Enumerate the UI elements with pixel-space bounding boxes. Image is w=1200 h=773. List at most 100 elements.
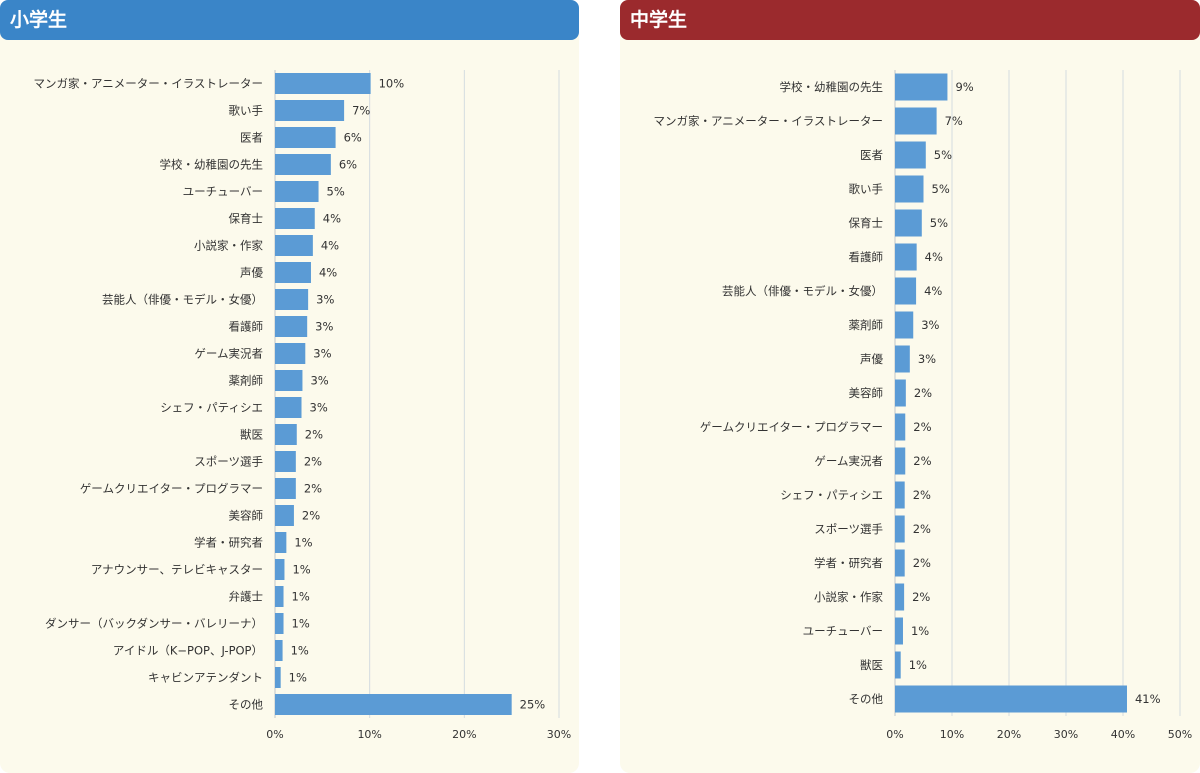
bar [895,73,948,101]
bar [895,209,922,237]
value-label: 3% [316,293,334,307]
bar [275,181,319,202]
category-label: ユーチューバー [803,624,883,638]
category-label: キャビンアテンダント [148,671,263,685]
bar [275,343,306,364]
bar [275,370,303,391]
category-label: 学者・研究者 [194,536,263,550]
value-label: 3% [313,347,331,361]
category-label: 声優 [860,352,883,366]
elementary-bar-chart: 0% 10% 20% 30% マンガ家・アニメーター・イラストレーター 10% 歌い手 7% 医… [33,70,571,741]
category-label: 小説家・作家 [194,239,263,253]
bar [275,667,281,688]
x-tick-label: 40% [1111,728,1135,741]
value-label: 4% [319,266,337,280]
category-label: 学者・研究者 [814,556,883,570]
panel-title: 中学生 [620,0,1200,40]
category-label: その他 [849,692,884,706]
value-label: 1% [294,536,312,550]
value-label: 6% [344,131,362,145]
value-label: 2% [913,420,931,434]
bar [275,505,294,526]
category-label: 美容師 [849,386,884,400]
x-tick-label: 0% [886,728,903,741]
x-tick-label: 0% [266,728,283,741]
category-label: スポーツ選手 [814,522,883,536]
value-label: 1% [289,671,307,685]
category-label: 芸能人（俳優・モデル・女優） [102,293,263,307]
bar [895,311,914,339]
value-label: 10% [379,77,405,91]
value-label: 1% [292,563,310,577]
category-label: 薬剤師 [229,374,264,388]
value-label: 2% [305,428,323,442]
x-tick-label: 10% [357,728,381,741]
category-label: アイドル（K−POP、J-POP） [113,644,263,658]
bar [275,127,336,148]
bar [275,640,283,661]
category-label: その他 [229,698,264,712]
bar [895,277,917,305]
value-label: 3% [310,374,328,388]
category-label: スポーツ選手 [194,455,263,469]
value-label: 2% [913,488,931,502]
bar [275,397,302,418]
category-label: 薬剤師 [849,318,884,332]
category-label: 医者 [860,148,883,162]
bar [895,481,905,509]
category-label: ゲーム実況者 [194,347,263,361]
value-label: 2% [304,482,322,496]
category-label: 医者 [240,131,263,145]
category-label: ゲームクリエイター・プログラマー [80,482,263,496]
category-label: シェフ・パティシエ [160,401,263,415]
category-label: 学校・幼稚園の先生 [780,80,884,94]
bar [895,617,903,645]
value-label: 1% [291,644,309,658]
category-label: シェフ・パティシエ [780,488,883,502]
category-label: 獣医 [240,428,263,442]
value-label: 5% [327,185,345,199]
bar [275,478,296,499]
value-label: 41% [1135,692,1161,706]
category-label: 看護師 [849,250,884,264]
x-tick-label: 20% [452,728,476,741]
category-label: 学校・幼稚園の先生 [160,158,264,172]
value-label: 3% [315,320,333,334]
value-label: 2% [302,509,320,523]
value-label: 2% [304,455,322,469]
x-tick-label: 20% [997,728,1021,741]
value-label: 2% [912,590,930,604]
category-label: アナウンサー、テレビキャスター [91,563,263,577]
junior-high-school-panel: 中学生 0% 10% 20% 30% 40% 50% 学校・幼稚園の先生 9% マンガ家・アニメ… [620,0,1200,773]
category-label: 美容師 [229,509,264,523]
bar [275,208,315,229]
bar [275,235,313,256]
bar [275,424,297,445]
category-label: 声優 [240,266,263,280]
x-tick-label: 30% [1054,728,1078,741]
value-label: 3% [310,401,328,415]
bar [275,289,309,310]
x-tick-label: 30% [547,728,571,741]
bar [275,316,308,337]
bar [275,451,296,472]
value-label: 2% [913,522,931,536]
bar [895,685,1127,713]
category-label: 歌い手 [849,182,884,196]
category-label: 獣医 [860,658,883,672]
category-label: ユーチューバー [183,185,263,199]
value-label: 1% [292,617,310,631]
bar [895,345,910,373]
value-label: 4% [321,239,339,253]
value-label: 9% [955,80,973,94]
bar [895,175,924,203]
value-label: 4% [924,284,942,298]
value-label: 25% [520,698,546,712]
value-label: 1% [292,590,310,604]
bar [895,243,917,271]
value-label: 3% [921,318,939,332]
junior-high-bar-chart: 0% 10% 20% 30% 40% 50% 学校・幼稚園の先生 9% マンガ家・アニメーター・… [653,70,1192,741]
bar [895,447,906,475]
value-label: 7% [352,104,370,118]
value-label: 6% [339,158,357,172]
